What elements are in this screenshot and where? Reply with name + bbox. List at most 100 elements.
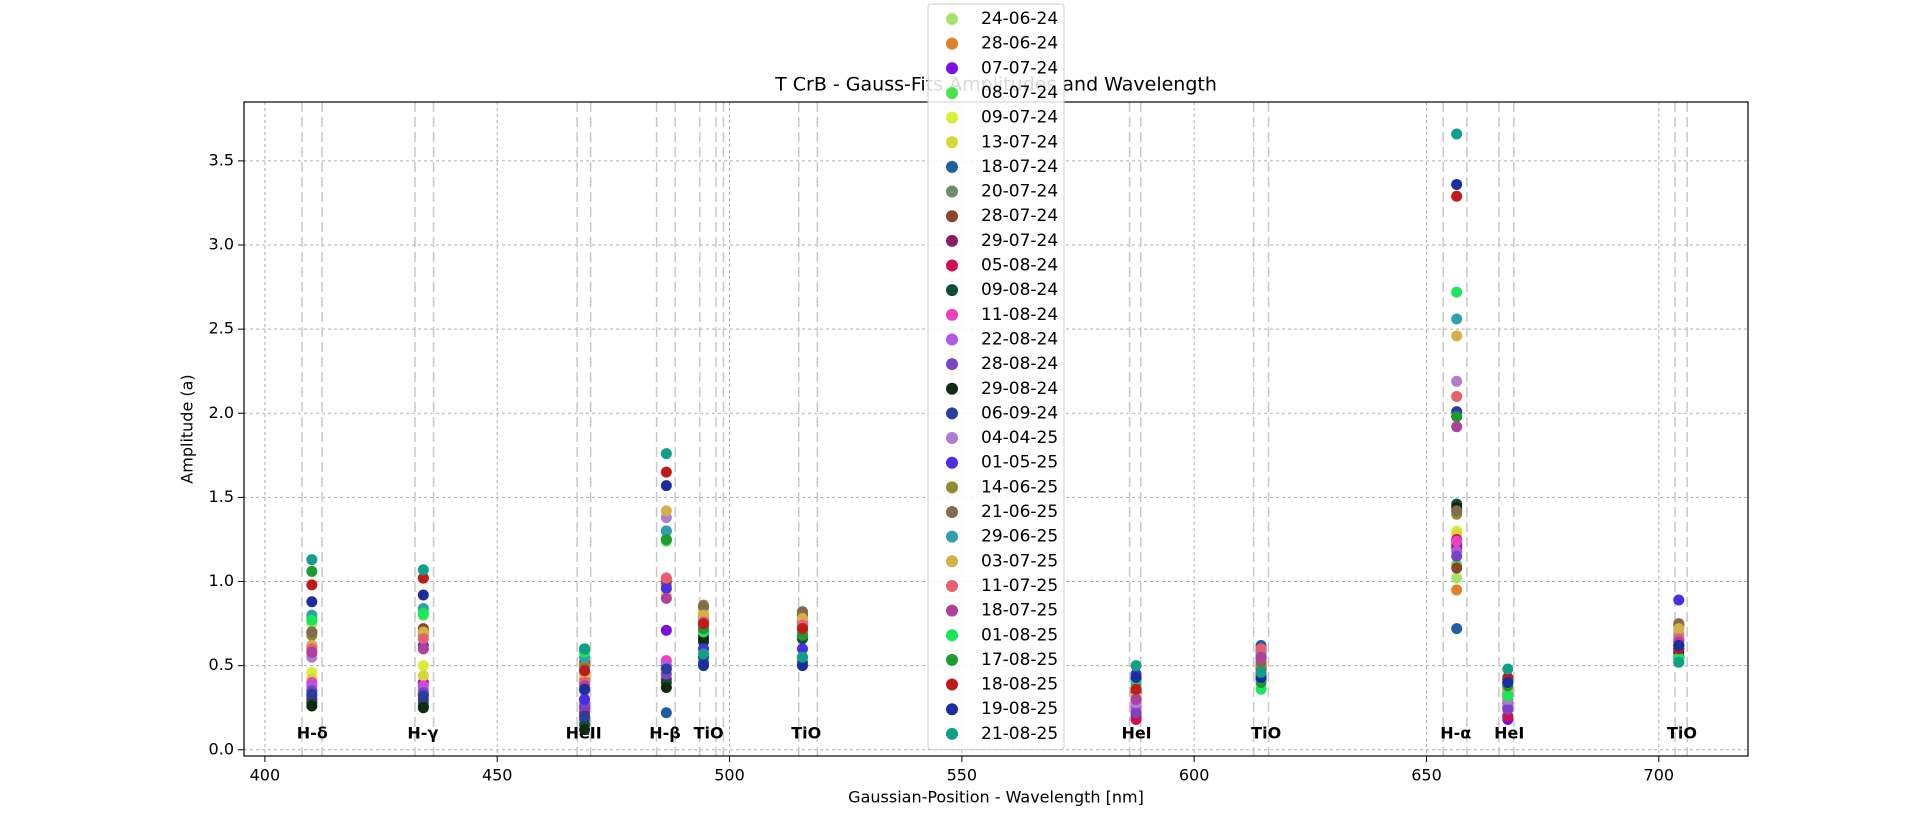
data-point <box>698 660 710 672</box>
legend-marker <box>946 678 958 691</box>
data-point <box>1451 190 1463 202</box>
y-tick-label: 2.5 <box>209 319 234 338</box>
legend-label: 21-06-25 <box>981 502 1058 522</box>
data-point <box>660 582 672 594</box>
legend-label: 28-06-24 <box>981 34 1058 54</box>
data-point <box>660 624 672 636</box>
feature-label: HeI <box>1494 724 1524 743</box>
feature-label: HeI <box>1121 724 1151 743</box>
data-point <box>306 646 318 658</box>
data-point <box>660 480 672 492</box>
data-point <box>1673 656 1685 668</box>
data-point <box>1502 676 1514 688</box>
data-point <box>417 589 429 601</box>
data-point <box>1451 178 1463 190</box>
data-point <box>306 614 318 626</box>
x-axis-label: Gaussian-Position - Wavelength [nm] <box>848 788 1144 807</box>
data-point <box>1255 666 1267 678</box>
data-point <box>579 710 591 722</box>
data-point <box>417 690 429 702</box>
data-point <box>417 660 429 672</box>
data-point <box>306 579 318 591</box>
data-point <box>306 565 318 577</box>
legend-marker <box>946 506 958 518</box>
legend-marker <box>946 308 958 321</box>
legend-marker <box>946 62 958 75</box>
legend-marker <box>946 185 958 198</box>
feature-label: TiO <box>694 724 724 743</box>
legend-marker <box>946 234 958 247</box>
legend-label: 18-08-25 <box>981 675 1058 695</box>
legend-label: 29-06-25 <box>981 527 1058 547</box>
data-point <box>660 663 672 675</box>
data-point <box>1502 663 1514 675</box>
data-point <box>1451 505 1463 517</box>
data-point <box>1451 330 1463 342</box>
feature-label: H-δ <box>297 724 328 743</box>
data-point <box>417 643 429 655</box>
data-point <box>1130 693 1142 705</box>
data-point <box>1451 562 1463 574</box>
legend-label: 21-08-25 <box>981 724 1058 744</box>
y-tick-label: 3.0 <box>209 235 234 254</box>
data-point <box>660 466 672 478</box>
legend-label: 20-07-24 <box>981 182 1058 202</box>
data-point <box>1451 584 1463 596</box>
x-tick-label: 500 <box>714 766 745 785</box>
data-point <box>306 554 318 566</box>
y-tick-label: 1.5 <box>209 487 234 506</box>
legend-label: 11-08-24 <box>981 305 1058 325</box>
data-point <box>698 618 710 630</box>
legend-marker <box>946 727 958 740</box>
legend-label: 03-07-25 <box>981 551 1058 571</box>
feature-label: TiO <box>1667 724 1697 743</box>
data-point <box>796 623 808 635</box>
data-point <box>1673 623 1685 635</box>
data-point <box>1451 623 1463 635</box>
data-point <box>1451 572 1463 584</box>
legend-label: 24-06-24 <box>981 9 1058 29</box>
feature-label: TiO <box>791 724 821 743</box>
legend-marker <box>946 136 958 149</box>
data-point <box>1255 643 1267 655</box>
data-point <box>660 505 672 517</box>
legend-marker <box>946 530 958 543</box>
data-point <box>1502 703 1514 715</box>
legend-marker <box>946 629 958 642</box>
legend-label: 06-09-24 <box>981 403 1058 423</box>
legend-marker <box>946 703 958 716</box>
data-point <box>579 683 591 695</box>
data-point <box>417 564 429 576</box>
data-point <box>579 693 591 705</box>
y-tick-label: 3.5 <box>209 150 234 169</box>
legend-label: 11-07-25 <box>981 576 1058 596</box>
legend-box <box>927 3 1065 750</box>
data-point <box>1451 375 1463 387</box>
legend-marker <box>946 259 958 272</box>
legend-label: 29-08-24 <box>981 379 1058 399</box>
x-tick-label: 550 <box>947 766 978 785</box>
data-point <box>417 702 429 714</box>
data-point <box>1673 639 1685 651</box>
data-point <box>1451 535 1463 547</box>
feature-label: H-α <box>1440 724 1471 743</box>
x-tick-label: 650 <box>1411 766 1442 785</box>
legend-label: 17-08-25 <box>981 650 1058 670</box>
legend-label: 05-08-24 <box>981 256 1058 276</box>
legend-label: 18-07-25 <box>981 601 1058 621</box>
legend-marker <box>946 432 958 445</box>
data-point <box>660 533 672 545</box>
feature-label: H-β <box>649 724 680 743</box>
data-point <box>1255 651 1267 663</box>
legend-label: 28-07-24 <box>981 206 1058 226</box>
legend-label: 04-04-25 <box>981 428 1058 448</box>
data-point <box>660 682 672 694</box>
data-point <box>1451 421 1463 433</box>
data-point <box>417 572 429 584</box>
legend-label: 09-07-24 <box>981 108 1058 128</box>
legend-marker <box>946 333 958 346</box>
data-point <box>1451 286 1463 298</box>
data-point <box>660 707 672 719</box>
legend-label: 19-08-25 <box>981 699 1058 719</box>
x-tick-label: 450 <box>482 766 513 785</box>
